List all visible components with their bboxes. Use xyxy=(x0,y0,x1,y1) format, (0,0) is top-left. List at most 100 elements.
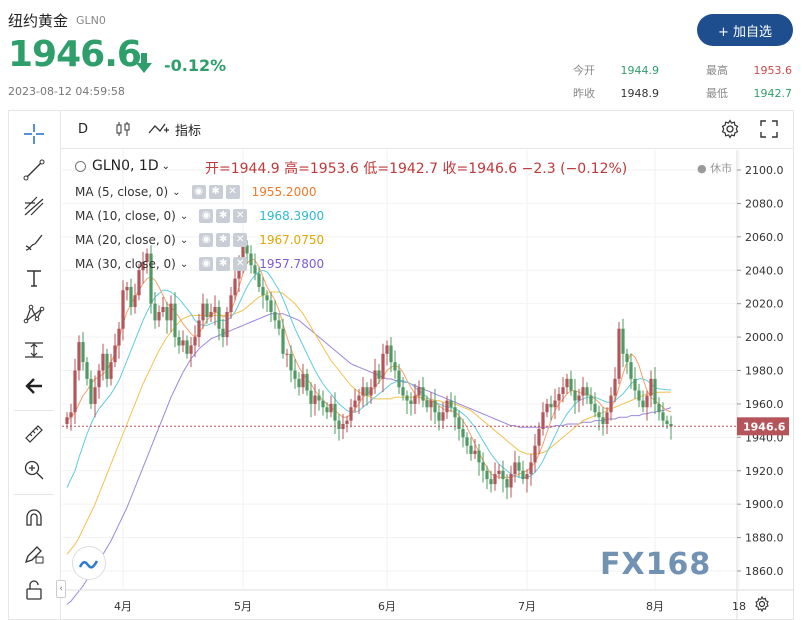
back-tool[interactable] xyxy=(20,372,48,400)
chevron-down-icon: ⌄ xyxy=(172,186,181,198)
chart-top-toolbar: D 指标 xyxy=(60,110,794,149)
measure-icon xyxy=(25,342,43,358)
brush-tool[interactable] xyxy=(20,228,48,256)
instrument-code: GLN0 xyxy=(76,14,106,27)
indicators-icon xyxy=(148,123,169,134)
collapse-toolbar-handle[interactable]: ‹ xyxy=(56,580,66,598)
text-icon xyxy=(27,270,41,287)
ma-value: 1957.7800 xyxy=(259,257,325,271)
gear-icon[interactable]: ✱ xyxy=(216,233,231,247)
indicators-button[interactable]: 指标 xyxy=(148,118,201,140)
stat-prev-close: 昨收 1948.9 xyxy=(573,85,659,101)
eye-icon[interactable]: ◉ xyxy=(191,185,206,199)
settings-button[interactable] xyxy=(720,118,740,140)
ohlc-readout: 开=1944.9 高=1953.6 低=1942.7 收=1946.6 −2.3… xyxy=(205,161,628,177)
close-icon[interactable]: ✕ xyxy=(233,233,248,247)
fullscreen-icon xyxy=(760,120,778,138)
ma-label: MA (5, close, 0) xyxy=(75,185,169,199)
ma-label: MA (30, close, 0) xyxy=(75,257,176,271)
fullscreen-button[interactable] xyxy=(760,118,778,140)
magnet-icon xyxy=(26,509,42,526)
gear-icon xyxy=(721,119,739,139)
ma-label: MA (20, close, 0) xyxy=(75,233,176,247)
market-closed-badge: ● 休市 xyxy=(697,162,733,175)
tv-logo-icon xyxy=(79,560,99,569)
ma-value: 1967.0750 xyxy=(259,233,325,247)
stat-value: 1948.9 xyxy=(620,87,660,100)
ma-value: 1955.2000 xyxy=(251,185,317,199)
magnet-tool[interactable] xyxy=(20,504,48,532)
toolbar-divider xyxy=(14,494,54,495)
unlock-icon xyxy=(26,580,42,600)
ruler-tool[interactable] xyxy=(20,420,48,448)
stat-value: 1944.9 xyxy=(620,64,660,77)
pitchfork-icon xyxy=(24,196,44,216)
eye-icon[interactable]: ◉ xyxy=(199,257,214,271)
ma-legend-row[interactable]: MA (5, close, 0) ⌄ ◉ ✱ ✕ 1955.2000 xyxy=(75,185,316,199)
text-tool[interactable] xyxy=(20,264,48,292)
stat-label: 今开 xyxy=(573,64,595,77)
ma-legend-row[interactable]: MA (20, close, 0) ⌄ ◉ ✱ ✕ 1967.0750 xyxy=(75,233,324,247)
candlestick-icon xyxy=(116,122,130,136)
interval-selector[interactable]: D xyxy=(78,121,89,137)
measure-tool[interactable] xyxy=(20,336,48,364)
stat-open: 今开 1944.9 xyxy=(573,62,659,78)
fib-tool[interactable] xyxy=(20,192,48,220)
crosshair-tool[interactable] xyxy=(20,120,48,148)
crosshair-icon xyxy=(24,124,44,144)
eye-icon[interactable]: ◉ xyxy=(199,233,214,247)
brush-icon xyxy=(25,234,43,251)
stat-label: 最高 xyxy=(706,64,728,77)
gear-icon[interactable]: ✱ xyxy=(216,209,231,223)
tradingview-logo-button[interactable] xyxy=(72,546,106,580)
ma-label: MA (10, close, 0) xyxy=(75,209,176,223)
stat-label: 昨收 xyxy=(573,87,595,100)
indicators-label: 指标 xyxy=(175,123,202,139)
stat-high: 最高 1953.6 xyxy=(706,62,792,78)
eye-icon[interactable]: ◉ xyxy=(199,209,214,223)
watermark-logo: FX168 xyxy=(600,547,712,582)
gear-icon[interactable]: ✱ xyxy=(216,257,231,271)
pattern-icon xyxy=(23,304,45,324)
stat-label: 最低 xyxy=(706,87,728,100)
gear-icon xyxy=(755,595,769,613)
ma-value: 1968.3900 xyxy=(259,209,325,223)
zoom-in-icon xyxy=(24,460,44,480)
unlock-tool[interactable] xyxy=(20,576,48,604)
axis-settings-button[interactable] xyxy=(754,595,770,616)
close-icon[interactable]: ✕ xyxy=(225,185,240,199)
chevron-down-icon: ⌄ xyxy=(179,234,189,246)
timestamp: 2023-08-12 04:59:58 xyxy=(8,85,125,98)
zoom-tool[interactable] xyxy=(20,456,48,484)
ma-legend-row[interactable]: MA (10, close, 0) ⌄ ◉ ✱ ✕ 1968.3900 xyxy=(75,209,324,223)
pencil-lock-icon xyxy=(24,546,44,564)
toolbar-divider xyxy=(14,410,54,411)
stat-value: 1942.7 xyxy=(753,87,793,100)
down-arrow-icon xyxy=(136,53,152,73)
instrument-name: 纽约黄金 xyxy=(8,12,69,30)
arrow-left-icon xyxy=(25,378,42,394)
ruler-icon xyxy=(25,425,43,443)
chevron-down-icon: ⌄ xyxy=(161,160,171,172)
gear-icon[interactable]: ✱ xyxy=(208,185,223,199)
drawing-toolbar xyxy=(8,110,61,620)
quote-header: 纽约黄金 GLN0 1946.6 -0.12% 2023-08-12 04:59… xyxy=(0,0,802,110)
trendline-tool[interactable] xyxy=(20,156,48,184)
symbol-label[interactable]: GLN0, 1D ⌄ xyxy=(75,158,170,174)
symbol-interval: GLN0, 1D xyxy=(92,158,159,174)
chart-type-button[interactable] xyxy=(114,118,132,140)
ma-legend-row[interactable]: MA (30, close, 0) ⌄ ◉ ✱ ✕ 1957.7800 xyxy=(75,257,324,271)
stat-low: 最低 1942.7 xyxy=(706,85,792,101)
stat-value: 1953.6 xyxy=(753,64,793,77)
lock-drawing-tool[interactable] xyxy=(20,540,48,568)
last-price: 1946.6 xyxy=(8,34,142,75)
legend-dot xyxy=(75,160,86,172)
add-to-watchlist-button[interactable]: + 加自选 xyxy=(697,14,793,46)
chevron-down-icon: ⌄ xyxy=(179,210,189,222)
pattern-tool[interactable] xyxy=(20,300,48,328)
trendline-icon xyxy=(23,159,45,181)
close-icon[interactable]: ✕ xyxy=(233,209,248,223)
change-percent: -0.12% xyxy=(164,56,227,75)
close-icon[interactable]: ✕ xyxy=(233,257,248,271)
chevron-down-icon: ⌄ xyxy=(179,258,189,270)
